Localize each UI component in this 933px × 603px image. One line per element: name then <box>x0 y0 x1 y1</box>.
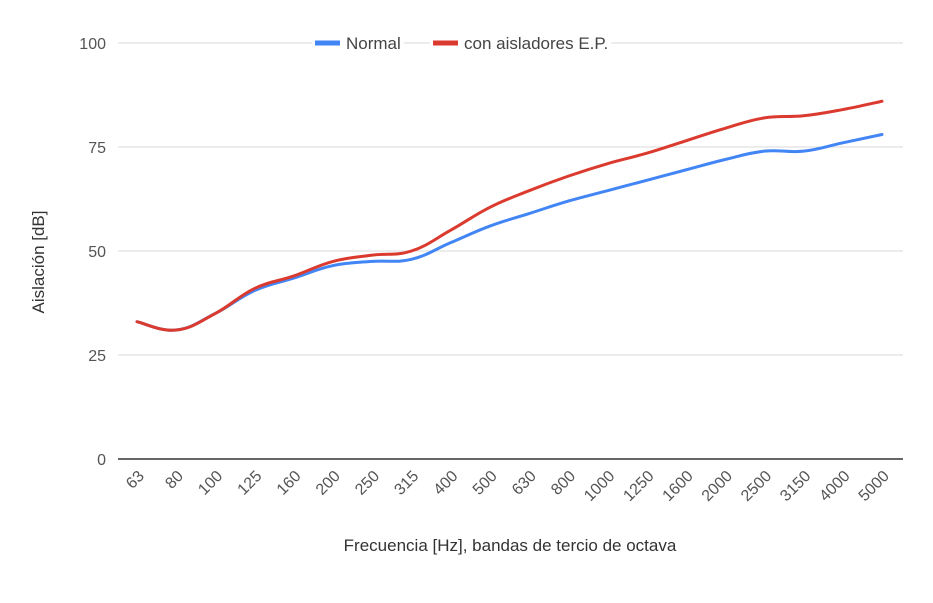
x-tick-label-3150: 3150 <box>777 468 814 505</box>
x-tick-label-1250: 1250 <box>620 468 657 505</box>
x-tick-label-100: 100 <box>195 468 226 499</box>
legend-label-con-aisladores: con aisladores E.P. <box>464 34 608 53</box>
x-tick-label-630: 630 <box>509 468 540 499</box>
x-tick-label-2500: 2500 <box>738 468 775 505</box>
x-tick-labels: 63 80 100 125 160 200 250 315 400 500 630 800 1000 12… <box>123 468 893 505</box>
y-tick-label-0: 0 <box>97 452 106 469</box>
series-line-con-aisladores <box>135 99 884 332</box>
series-lines <box>135 99 884 332</box>
x-tick-label-500: 500 <box>470 468 501 499</box>
y-tick-label-25: 25 <box>88 348 106 365</box>
x-tick-label-4000: 4000 <box>816 468 853 505</box>
x-tick-label-250: 250 <box>352 468 383 499</box>
grid-lines <box>118 42 903 460</box>
x-tick-label-63: 63 <box>123 468 148 493</box>
series-line-normal <box>135 133 884 332</box>
y-tick-label-50: 50 <box>88 244 106 261</box>
legend: Normal con aisladores E.P. <box>312 32 612 54</box>
y-tick-label-75: 75 <box>88 140 106 157</box>
y-axis-title: Aislación [dB] <box>29 211 48 314</box>
y-tick-labels: 0 25 50 75 100 <box>79 36 106 469</box>
legend-bg-0 <box>312 32 404 54</box>
x-tick-label-125: 125 <box>235 468 266 499</box>
x-tick-label-2000: 2000 <box>699 468 736 505</box>
x-tick-label-315: 315 <box>391 468 422 499</box>
legend-bg-1 <box>430 32 612 54</box>
x-tick-label-1600: 1600 <box>660 468 697 505</box>
x-tick-label-800: 800 <box>548 468 579 499</box>
x-tick-label-80: 80 <box>162 468 187 493</box>
x-axis-title: Frecuencia [Hz], bandas de tercio de oct… <box>344 536 677 555</box>
legend-label-normal: Normal <box>346 34 401 53</box>
x-tick-label-5000: 5000 <box>856 468 893 505</box>
x-tick-label-400: 400 <box>431 468 462 499</box>
x-tick-label-200: 200 <box>313 468 344 499</box>
x-tick-label-160: 160 <box>274 468 305 499</box>
x-tick-label-1000: 1000 <box>581 468 618 505</box>
y-tick-label-100: 100 <box>79 36 106 53</box>
